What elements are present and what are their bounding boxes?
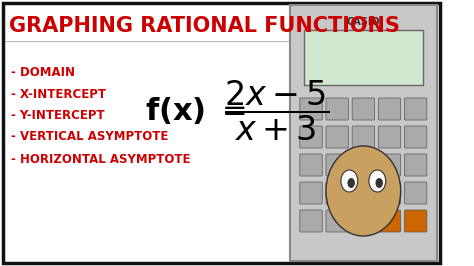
- FancyBboxPatch shape: [326, 154, 348, 176]
- FancyBboxPatch shape: [300, 154, 322, 176]
- Ellipse shape: [341, 170, 358, 192]
- FancyBboxPatch shape: [378, 182, 401, 204]
- FancyBboxPatch shape: [326, 126, 348, 148]
- Text: $\mathbf{f(x)}$$\ =$: $\mathbf{f(x)}$$\ =$: [145, 95, 246, 127]
- FancyBboxPatch shape: [300, 182, 322, 204]
- Ellipse shape: [326, 146, 401, 236]
- FancyBboxPatch shape: [404, 154, 427, 176]
- Text: GRAPHING RATIONAL FUNCTIONS: GRAPHING RATIONAL FUNCTIONS: [9, 16, 400, 36]
- FancyBboxPatch shape: [404, 210, 427, 232]
- FancyBboxPatch shape: [378, 126, 401, 148]
- FancyBboxPatch shape: [300, 126, 322, 148]
- Text: - VERTICAL ASYMPTOTE: - VERTICAL ASYMPTOTE: [11, 130, 169, 143]
- FancyBboxPatch shape: [300, 98, 322, 120]
- FancyBboxPatch shape: [378, 98, 401, 120]
- Text: - Y-INTERCEPT: - Y-INTERCEPT: [11, 109, 105, 122]
- FancyBboxPatch shape: [378, 210, 401, 232]
- FancyBboxPatch shape: [352, 154, 374, 176]
- Text: - HORIZONTAL ASYMPTOTE: - HORIZONTAL ASYMPTOTE: [11, 153, 191, 166]
- FancyBboxPatch shape: [352, 182, 374, 204]
- Bar: [290, 5, 437, 261]
- FancyBboxPatch shape: [404, 98, 427, 120]
- FancyBboxPatch shape: [378, 154, 401, 176]
- FancyBboxPatch shape: [352, 98, 374, 120]
- Text: $\dfrac{2x - 5}{x + 3}$: $\dfrac{2x - 5}{x + 3}$: [224, 79, 329, 143]
- FancyBboxPatch shape: [300, 210, 322, 232]
- Ellipse shape: [375, 178, 383, 188]
- FancyBboxPatch shape: [404, 126, 427, 148]
- FancyBboxPatch shape: [326, 182, 348, 204]
- Ellipse shape: [369, 170, 386, 192]
- Text: CASIO: CASIO: [346, 17, 380, 27]
- FancyBboxPatch shape: [352, 210, 374, 232]
- FancyBboxPatch shape: [326, 98, 348, 120]
- Text: - DOMAIN: - DOMAIN: [11, 66, 75, 79]
- FancyBboxPatch shape: [352, 126, 374, 148]
- Ellipse shape: [347, 178, 355, 188]
- FancyBboxPatch shape: [326, 210, 348, 232]
- FancyBboxPatch shape: [404, 182, 427, 204]
- Text: - X-INTERCEPT: - X-INTERCEPT: [11, 88, 106, 101]
- Bar: [303, 30, 423, 85]
